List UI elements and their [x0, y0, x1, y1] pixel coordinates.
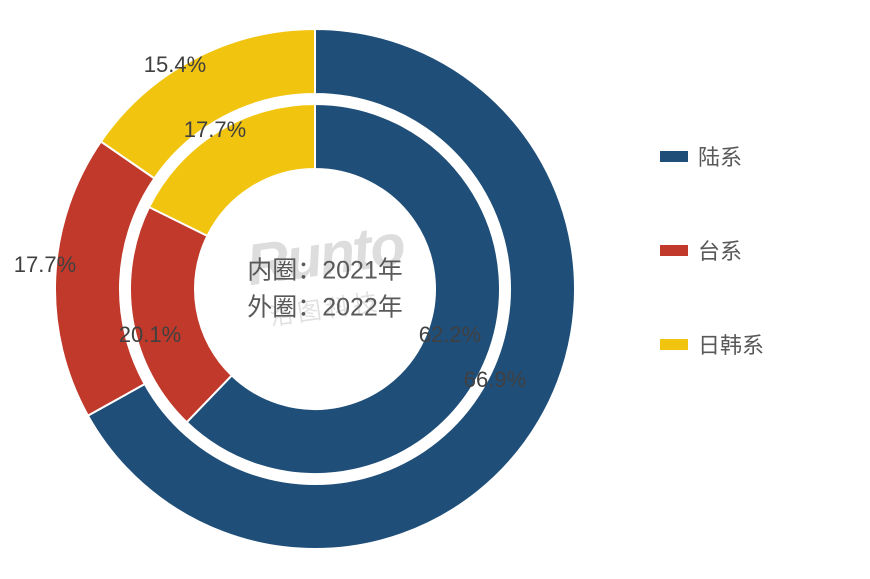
legend-item-0: 陆系	[660, 140, 764, 172]
donut-svg	[0, 0, 650, 579]
legend-label-2: 日韩系	[698, 328, 764, 360]
legend-item-2: 日韩系	[660, 328, 764, 360]
legend-swatch-1	[660, 245, 688, 256]
legend-label-1: 台系	[698, 234, 742, 266]
donut-chart: Runto 洛图科技 内圈：2021年 外圈：2022年 66.9%17.7%1…	[0, 0, 650, 579]
chart-container: Runto 洛图科技 内圈：2021年 外圈：2022年 66.9%17.7%1…	[0, 0, 870, 579]
legend-swatch-2	[660, 339, 688, 350]
legend: 陆系台系日韩系	[660, 140, 764, 422]
legend-label-0: 陆系	[698, 140, 742, 172]
legend-swatch-0	[660, 151, 688, 162]
legend-item-1: 台系	[660, 234, 764, 266]
